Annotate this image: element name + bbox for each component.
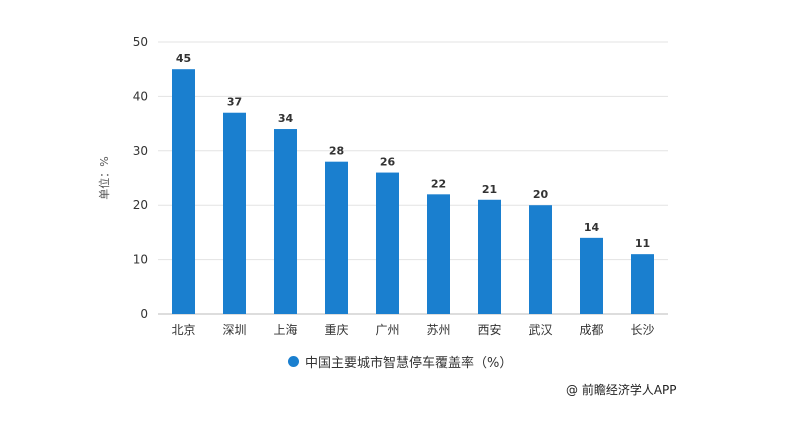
- bar: [631, 254, 654, 314]
- data-label: 28: [329, 145, 344, 158]
- data-label: 22: [431, 177, 446, 190]
- bar: [325, 161, 348, 314]
- bar: [427, 194, 450, 314]
- data-label: 26: [380, 156, 396, 169]
- x-tick-label: 武汉: [528, 323, 552, 337]
- y-tick-label: 40: [133, 89, 148, 103]
- x-tick-label: 广州: [375, 323, 399, 337]
- bar: [478, 199, 501, 314]
- x-tick-label: 西安: [477, 322, 501, 337]
- data-label: 34: [278, 112, 294, 125]
- data-label: 11: [635, 237, 650, 250]
- x-tick-label: 长沙: [630, 323, 654, 337]
- y-tick-label: 0: [140, 307, 148, 321]
- legend[interactable]: 中国主要城市智慧停车覆盖率（%）: [288, 352, 512, 371]
- data-label: 21: [482, 183, 497, 196]
- bar: [529, 205, 552, 314]
- bar: [580, 237, 603, 314]
- source-credit: @ 前瞻经济学人APP: [566, 383, 677, 397]
- x-tick-label: 重庆: [324, 323, 348, 337]
- y-tick-label: 20: [133, 198, 148, 212]
- x-tick-label: 苏州: [426, 323, 450, 337]
- data-label: 14: [584, 221, 600, 234]
- x-tick-label: 深圳: [222, 323, 246, 337]
- x-tick-label: 成都: [579, 323, 603, 337]
- bar: [223, 112, 246, 314]
- y-axis-label: 单位：%: [98, 156, 111, 200]
- x-tick-label: 北京: [171, 323, 195, 337]
- legend-label: 中国主要城市智慧停车覆盖率（%）: [305, 356, 513, 371]
- data-label: 37: [227, 96, 242, 109]
- legend-marker: [288, 356, 299, 367]
- y-tick-label: 50: [133, 35, 148, 49]
- y-tick-label: 30: [133, 144, 148, 158]
- bar: [274, 129, 297, 314]
- data-label: 20: [533, 188, 549, 201]
- x-tick-label: 上海: [273, 322, 297, 337]
- bar: [376, 172, 399, 314]
- y-tick-label: 10: [133, 253, 148, 267]
- data-label: 45: [176, 52, 191, 65]
- bar: [172, 69, 195, 314]
